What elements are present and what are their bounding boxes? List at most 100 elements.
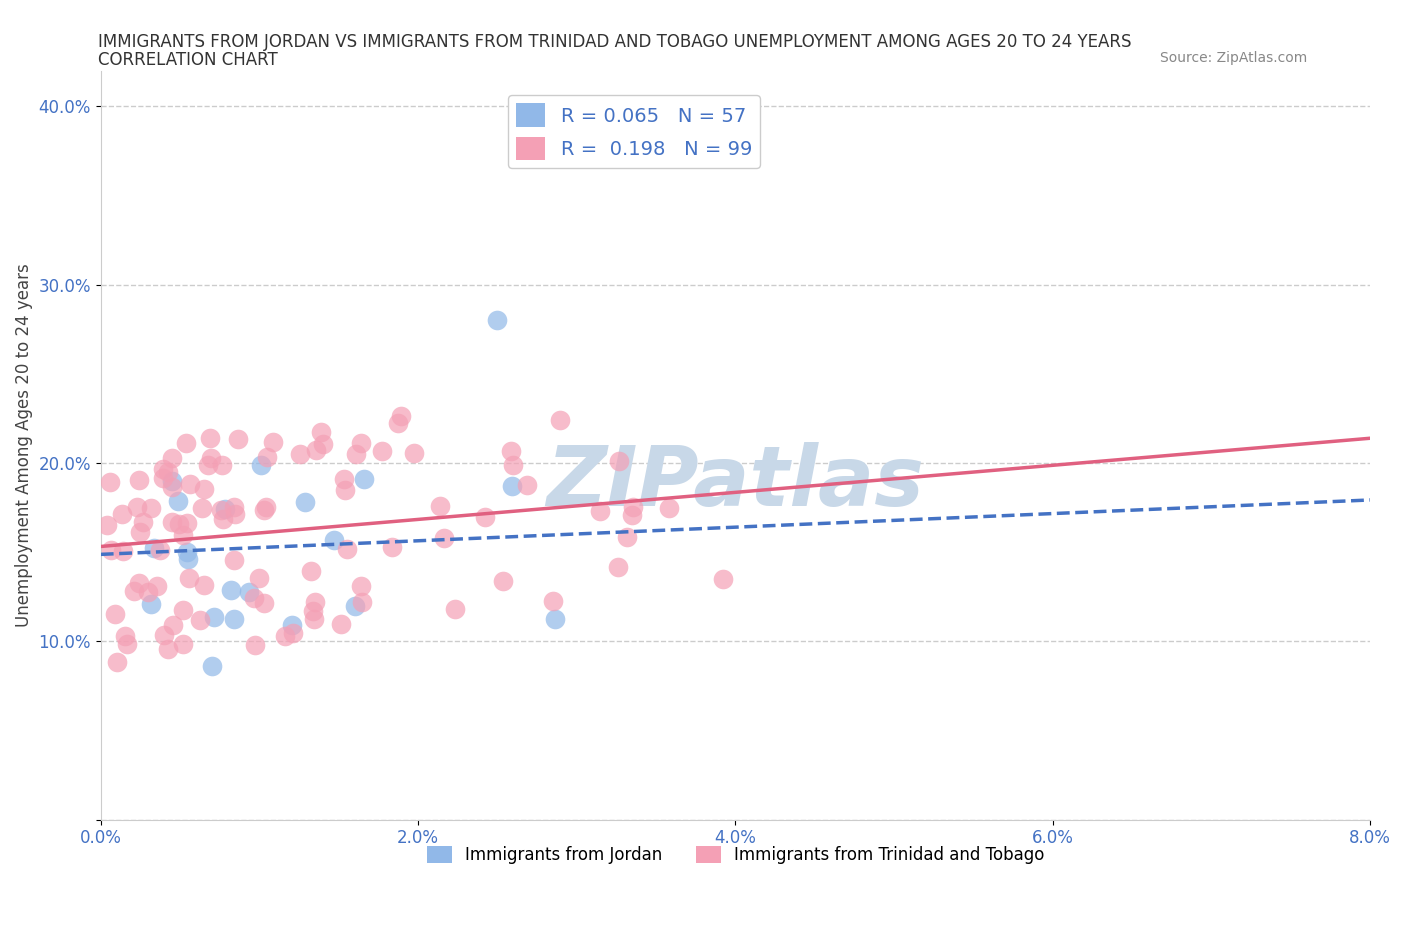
Point bbox=[621, 499, 644, 514]
Point bbox=[243, 637, 266, 652]
Text: ZIPatlas: ZIPatlas bbox=[547, 442, 924, 523]
Point bbox=[486, 312, 509, 327]
Point bbox=[281, 618, 304, 632]
Point bbox=[302, 612, 325, 627]
Point bbox=[156, 465, 179, 480]
Point bbox=[312, 437, 335, 452]
Point bbox=[222, 612, 245, 627]
Point bbox=[219, 582, 242, 597]
Point bbox=[242, 591, 264, 605]
Point bbox=[128, 472, 150, 487]
Point bbox=[322, 533, 344, 548]
Point bbox=[145, 578, 167, 593]
Point bbox=[176, 545, 198, 560]
Point bbox=[658, 501, 681, 516]
Point bbox=[122, 583, 145, 598]
Point bbox=[402, 445, 425, 460]
Point bbox=[198, 431, 221, 445]
Point bbox=[172, 527, 194, 542]
Point bbox=[176, 515, 198, 530]
Point bbox=[253, 595, 276, 610]
Point bbox=[172, 603, 194, 618]
Point bbox=[177, 570, 200, 585]
Point bbox=[516, 477, 538, 492]
Point bbox=[350, 435, 373, 450]
Point bbox=[254, 499, 277, 514]
Point bbox=[209, 502, 232, 517]
Point bbox=[311, 425, 333, 440]
Point bbox=[502, 478, 524, 493]
Point bbox=[156, 641, 179, 656]
Point bbox=[256, 449, 278, 464]
Point bbox=[544, 612, 567, 627]
Point bbox=[389, 408, 412, 423]
Point bbox=[607, 454, 630, 469]
Point bbox=[107, 654, 129, 669]
Point bbox=[492, 573, 515, 588]
Point bbox=[429, 498, 451, 513]
Point bbox=[501, 444, 523, 458]
Point bbox=[132, 514, 155, 529]
Point bbox=[160, 473, 183, 488]
Point bbox=[262, 435, 284, 450]
Point bbox=[350, 578, 373, 593]
Point bbox=[153, 628, 176, 643]
Point bbox=[212, 512, 235, 526]
Legend: Immigrants from Jordan, Immigrants from Trinidad and Tobago: Immigrants from Jordan, Immigrants from … bbox=[420, 840, 1050, 871]
Point bbox=[371, 444, 394, 458]
Point bbox=[152, 462, 174, 477]
Point bbox=[443, 602, 465, 617]
Point bbox=[288, 446, 311, 461]
Point bbox=[228, 432, 250, 446]
Point bbox=[474, 510, 496, 525]
Point bbox=[249, 458, 271, 472]
Point bbox=[191, 500, 214, 515]
Point bbox=[329, 617, 352, 631]
Point bbox=[343, 599, 366, 614]
Point bbox=[433, 530, 456, 545]
Point bbox=[616, 529, 638, 544]
Point bbox=[222, 499, 245, 514]
Point bbox=[588, 504, 610, 519]
Point bbox=[304, 594, 326, 609]
Point bbox=[336, 541, 359, 556]
Point bbox=[214, 501, 236, 516]
Point bbox=[222, 552, 245, 567]
Point bbox=[114, 629, 136, 644]
Point bbox=[252, 503, 274, 518]
Point bbox=[541, 593, 564, 608]
Point bbox=[305, 443, 328, 458]
Point bbox=[100, 543, 122, 558]
Text: IMMIGRANTS FROM JORDAN VS IMMIGRANTS FROM TRINIDAD AND TOBAGO UNEMPLOYMENT AMONG: IMMIGRANTS FROM JORDAN VS IMMIGRANTS FRO… bbox=[98, 33, 1132, 50]
Point bbox=[176, 551, 198, 566]
Point bbox=[162, 618, 184, 632]
Point bbox=[169, 517, 191, 532]
Point bbox=[711, 572, 734, 587]
Point bbox=[335, 483, 357, 498]
Point bbox=[96, 518, 118, 533]
Point bbox=[350, 594, 373, 609]
Point bbox=[273, 629, 295, 644]
Point bbox=[104, 606, 127, 621]
Point bbox=[197, 458, 219, 472]
Point bbox=[353, 472, 375, 486]
Point bbox=[238, 585, 260, 600]
Point bbox=[139, 596, 162, 611]
Point bbox=[211, 458, 233, 472]
Point bbox=[202, 610, 225, 625]
Point bbox=[332, 472, 354, 486]
Point bbox=[607, 560, 630, 575]
Point bbox=[548, 413, 571, 428]
Point bbox=[387, 415, 409, 430]
Point bbox=[162, 480, 184, 495]
Point bbox=[179, 476, 201, 491]
Point bbox=[141, 500, 163, 515]
Point bbox=[294, 495, 316, 510]
Point bbox=[100, 474, 122, 489]
Text: CORRELATION CHART: CORRELATION CHART bbox=[98, 51, 278, 69]
Point bbox=[200, 658, 222, 673]
Point bbox=[152, 471, 174, 485]
Point bbox=[160, 451, 183, 466]
Point bbox=[115, 637, 138, 652]
Point bbox=[299, 564, 322, 578]
